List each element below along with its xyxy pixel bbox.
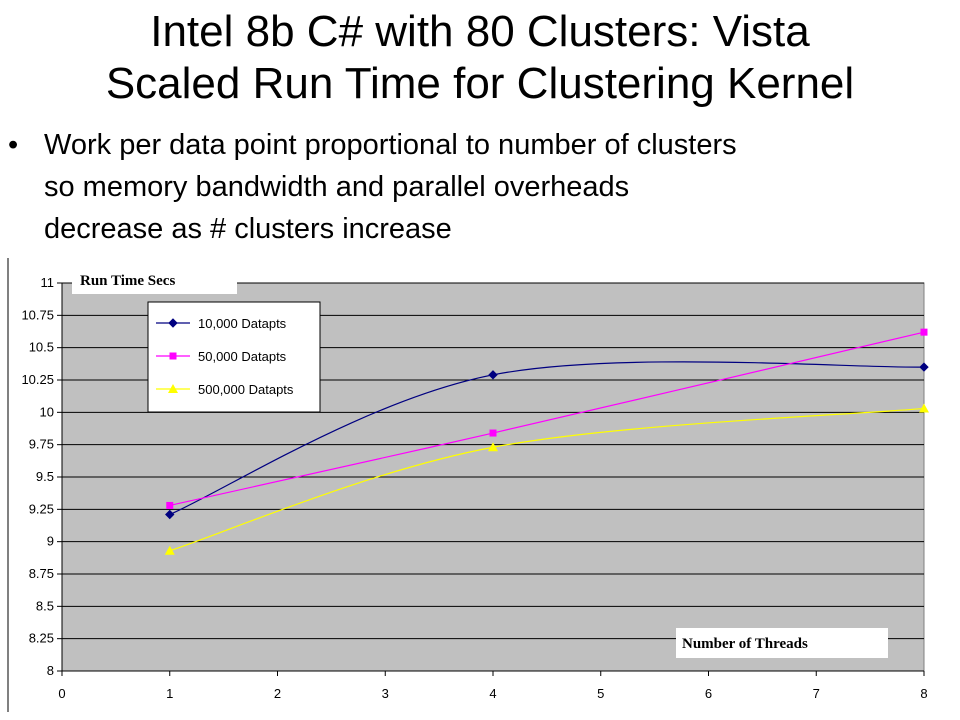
legend: 10,000 Datapts 50,000 Datapts 500,000 Data… [147,301,321,413]
slide-title: Intel 8b C# with 80 Clusters: Vista Scal… [0,6,960,110]
x-tick-label: 0 [58,686,65,701]
y-axis-title: Run Time Secs [80,273,175,289]
series-3 [164,403,929,555]
data-point [488,370,498,380]
data-point [920,328,928,336]
legend-box [147,301,321,413]
x-axis-title-box [676,628,888,658]
bullet-line-2: so memory bandwidth and parallel overhea… [44,171,630,203]
x-tick-label: 2 [274,686,281,701]
legend-entry: 500,000 Datapts [198,382,294,397]
data-point [919,403,929,413]
series-line [169,331,925,507]
legend-entry: 50,000 Datapts [198,349,287,364]
axis-titles: Run Time Secs Number of Threads [72,266,888,658]
slide-title-line-1: Intel 8b C# with 80 Clusters: Vista [150,7,810,56]
y-tick-label: 8.5 [36,598,54,613]
y-axis-title-box [72,266,237,294]
y-tick-label: 10.5 [29,340,54,355]
y-tick-label: 10 [40,404,54,419]
legend-entry: 10,000 Datapts [198,316,287,331]
series-group [164,328,929,555]
legend-swatch-marker [169,352,177,360]
x-tick-label: 5 [597,686,604,701]
x-tick-label: 3 [382,686,389,701]
y-tick-label: 9.25 [29,501,54,516]
x-tick-label: 4 [489,686,496,701]
y-tick-label: 8 [47,663,54,678]
data-point [489,429,497,437]
y-tick-label: 11 [41,275,55,290]
data-point [488,442,498,452]
bullet-point: • Work per data point proportional to nu… [8,124,958,250]
slide-title-line-2: Scaled Run Time for Clustering Kernel [105,59,855,108]
series-1 [165,361,929,520]
y-tick-label: 9.75 [29,437,54,452]
y-tick-label: 9.5 [36,469,54,484]
bullet-line-1: Work per data point proportional to numb… [44,129,737,161]
data-point [164,545,175,555]
bullet-line-3: decrease as # clusters increase [44,213,452,245]
series-2 [166,328,928,509]
legend-swatch-marker [168,318,178,328]
run-time-chart: 88.258.58.7599.259.59.751010.2510.510.75… [7,258,929,712]
data-point [919,362,929,372]
x-tick-label: 8 [920,686,927,701]
y-tick-label: 10.25 [21,372,54,387]
legend-swatch-marker [168,384,178,393]
bullet-marker: • [8,129,19,161]
x-tick-label: 7 [813,686,820,701]
y-tick-label: 9 [47,534,54,549]
x-tick-label: 1 [166,686,173,701]
data-point [166,501,174,509]
axes: 88.258.58.7599.259.59.751010.2510.510.75… [21,275,927,701]
x-axis-title: Number of Threads [682,636,808,652]
data-point [165,509,175,520]
y-tick-label: 8.75 [29,566,54,581]
x-tick-label: 6 [705,686,712,701]
bullet-text: Work per data point proportional to numb… [44,124,958,250]
y-tick-label: 10.75 [21,307,54,322]
y-tick-label: 8.25 [29,631,54,646]
